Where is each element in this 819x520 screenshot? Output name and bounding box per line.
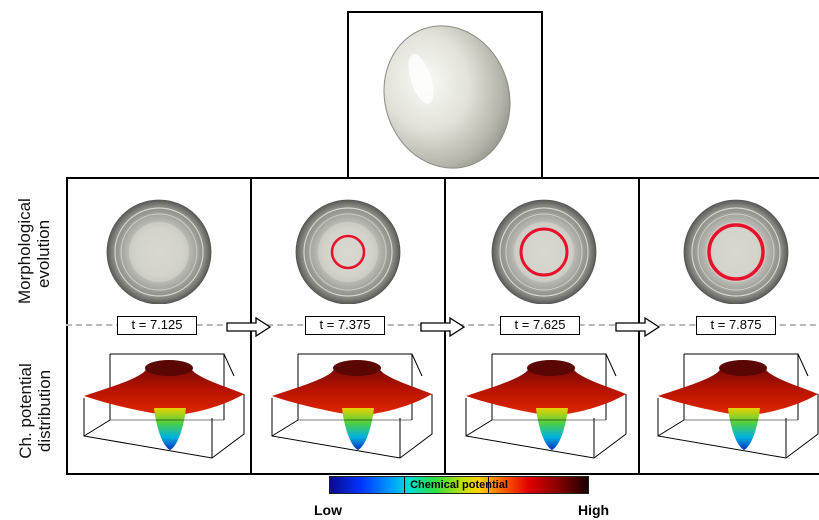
sphere-frame-1 — [106, 199, 212, 304]
right-arrow-icon — [420, 317, 466, 337]
chemical-potential-label: Ch. potential distribution — [16, 363, 54, 459]
colorbar-title: Chemical potential — [410, 479, 508, 491]
time-label-1: t = 7.125 — [117, 316, 197, 335]
time-label-3: t = 7.625 — [500, 316, 580, 335]
potential-surface-3 — [465, 353, 627, 459]
ellipsoid-shape — [383, 25, 511, 169]
potential-surface-4 — [657, 353, 819, 459]
chemical-potential-colorbar: Chemical potential — [329, 476, 589, 494]
colorbar-tick — [488, 477, 489, 493]
interface-ring-3 — [519, 227, 569, 277]
time-label-2: t = 7.375 — [305, 316, 385, 335]
colorbar-low-label: Low — [314, 502, 342, 518]
right-arrow-icon — [226, 317, 272, 337]
potential-surface-1 — [83, 353, 245, 459]
time-label-4: t = 7.875 — [696, 316, 776, 335]
interface-ring-2 — [330, 234, 366, 270]
potential-surface-2 — [271, 353, 433, 459]
initial-shape-panel — [347, 11, 543, 179]
morphological-evolution-label: Morphological evolution — [15, 198, 53, 304]
colorbar-tick — [404, 477, 405, 493]
right-arrow-icon — [615, 317, 661, 337]
colorbar-high-label: High — [578, 502, 610, 518]
interface-ring-4 — [707, 223, 765, 281]
